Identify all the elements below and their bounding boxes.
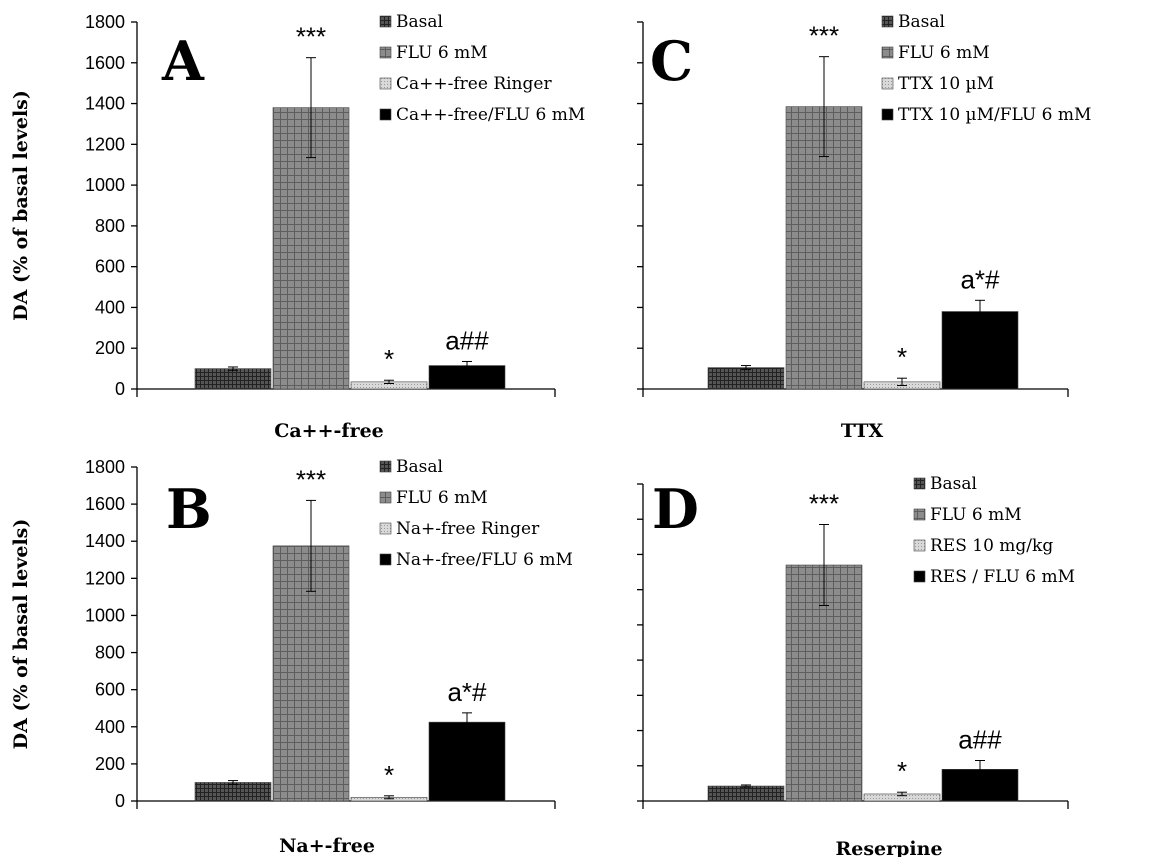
legend-swatch xyxy=(881,108,894,121)
panel-a: 0 200 400 600 800 1000 1200 1400 1600 1800 DA (% o… xyxy=(10,12,585,442)
y-tick-label: 1800 xyxy=(85,457,125,477)
bar xyxy=(428,721,506,802)
significance-label: a*# xyxy=(960,264,1000,294)
panel-letter: D xyxy=(652,477,699,541)
legend-swatch xyxy=(913,508,926,521)
legend-label: FLU 6 mM xyxy=(396,488,488,508)
y-tick-label: 1200 xyxy=(85,568,125,588)
y-tick-label: 0 xyxy=(115,791,125,811)
bar xyxy=(707,367,785,390)
panel-letter: A xyxy=(161,29,205,93)
x-axis-title: Reserpine xyxy=(835,838,942,857)
legend-swatch xyxy=(379,522,392,535)
significance-label: *** xyxy=(296,464,326,494)
significance-label: * xyxy=(897,342,907,372)
significance-label: * xyxy=(384,760,394,790)
legend-swatch xyxy=(913,570,926,583)
legend-swatch xyxy=(379,46,392,59)
legend-label: Basal xyxy=(396,457,443,477)
y-tick-label: 1400 xyxy=(85,531,125,551)
x-axis-title: Ca++-free xyxy=(274,420,384,442)
legend-label: TTX 10 µM/FLU 6 mM xyxy=(898,105,1091,125)
significance-label: a## xyxy=(958,724,1002,754)
legend-swatch xyxy=(913,477,926,490)
legend-swatch xyxy=(379,491,392,504)
panel-letter: C xyxy=(650,29,693,93)
legend-label: Basal xyxy=(930,474,977,494)
panel-b: 0 200 400 600 800 1000 1200 1400 1600 1800 DA (% o… xyxy=(10,457,573,857)
bar xyxy=(941,311,1019,390)
bar xyxy=(707,785,785,802)
bar xyxy=(194,368,272,390)
y-tick-label: 1600 xyxy=(85,494,125,514)
y-tick-label: 600 xyxy=(95,257,125,277)
y-tick-label: 400 xyxy=(95,717,125,737)
x-axis-title: Na+-free xyxy=(279,835,375,857)
legend-label: RES / FLU 6 mM xyxy=(930,567,1075,587)
y-tick-label: 1000 xyxy=(85,605,125,625)
legend-label: Basal xyxy=(898,12,945,32)
y-tick-label: 1400 xyxy=(85,94,125,114)
y-tick-label: 0 xyxy=(115,379,125,399)
legend-swatch xyxy=(881,77,894,90)
y-tick-label: 200 xyxy=(95,338,125,358)
y-axis-title: DA (% of basal levels) xyxy=(10,519,32,750)
x-axis-title: TTX xyxy=(841,420,884,442)
legend-label: Ca++-free/FLU 6 mM xyxy=(396,105,585,125)
legend-swatch xyxy=(881,15,894,28)
significance-label: *** xyxy=(296,22,326,52)
bar xyxy=(194,782,272,802)
y-tick-label: 600 xyxy=(95,680,125,700)
y-axis-title: DA (% of basal levels) xyxy=(10,90,32,321)
legend-label: Na+-free Ringer xyxy=(396,519,540,539)
significance-label: * xyxy=(384,344,394,374)
y-tick-label: 400 xyxy=(95,297,125,317)
panel-c: TTX Basal *** FLU 6 mM * TTX 10 µM a*# TTX 10 µ… xyxy=(637,12,1091,442)
significance-label: a*# xyxy=(447,677,487,707)
y-tick-label: 800 xyxy=(95,216,125,236)
y-tick-label: 1000 xyxy=(85,175,125,195)
legend-swatch xyxy=(881,46,894,59)
legend-label: Na+-free/FLU 6 mM xyxy=(396,550,573,570)
legend-label: Basal xyxy=(396,12,443,32)
significance-label: *** xyxy=(809,489,839,519)
panel-letter: B xyxy=(166,477,212,541)
legend-label: FLU 6 mM xyxy=(396,43,488,63)
significance-label: a## xyxy=(445,325,489,355)
legend-swatch xyxy=(379,77,392,90)
legend-label: TTX 10 µM xyxy=(898,74,994,94)
y-tick-label: 1800 xyxy=(85,12,125,32)
legend-label: RES 10 mg/kg xyxy=(930,536,1053,556)
legend-swatch xyxy=(913,539,926,552)
y-tick-label: 1600 xyxy=(85,53,125,73)
significance-label: *** xyxy=(809,21,839,51)
significance-label: * xyxy=(897,756,907,786)
legend-label: FLU 6 mM xyxy=(898,43,990,63)
panel-d: Reserpine Basal *** FLU 6 mM * RES 10 mg/kg a#… xyxy=(637,474,1075,857)
y-tick-label: 1200 xyxy=(85,134,125,154)
legend-swatch xyxy=(379,553,392,566)
legend-swatch xyxy=(379,15,392,28)
legend-swatch xyxy=(379,108,392,121)
legend-label: Ca++-free Ringer xyxy=(396,74,552,94)
y-tick-label: 800 xyxy=(95,643,125,663)
y-tick-label: 200 xyxy=(95,754,125,774)
legend-label: FLU 6 mM xyxy=(930,505,1022,525)
legend-swatch xyxy=(379,460,392,473)
